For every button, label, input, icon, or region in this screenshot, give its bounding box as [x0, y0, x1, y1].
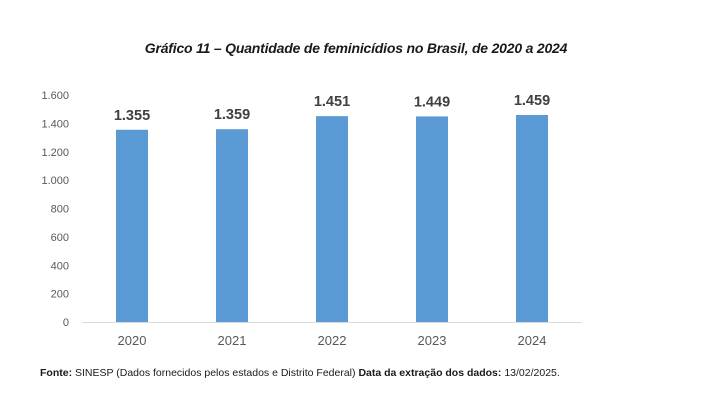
source-text: SINESP (Dados fornecidos pelos estados e… — [72, 367, 359, 379]
y-tick-label: 600 — [51, 232, 69, 244]
y-tick-label: 1.600 — [41, 90, 69, 102]
y-tick-label: 800 — [51, 204, 69, 216]
extraction-date-label: Data da extração dos dados: — [358, 367, 502, 379]
bar — [416, 116, 448, 322]
bar — [216, 129, 248, 322]
chart-title: Gráfico 11 – Quantidade de feminicídios … — [144, 40, 568, 56]
data-label: 1.449 — [414, 94, 450, 110]
x-tick-label: 2021 — [218, 333, 247, 348]
bar — [516, 115, 548, 323]
bar — [316, 116, 348, 322]
y-axis: 0 200 400 600 800 1.000 1.200 1.400 1.600 — [41, 90, 69, 329]
bars: 1.355 1.359 1.451 1.449 1.459 — [114, 93, 550, 323]
data-label: 1.451 — [314, 94, 350, 110]
data-label: 1.459 — [514, 93, 550, 109]
x-tick-label: 2020 — [118, 333, 147, 348]
y-tick-label: 1.200 — [41, 147, 69, 159]
x-tick-label: 2022 — [318, 333, 347, 348]
bar — [116, 129, 148, 322]
extraction-date-text: 13/02/2025. — [501, 367, 560, 379]
x-axis: 2020 2021 2022 2023 2024 — [118, 333, 547, 348]
source-note: Fonte: SINESP (Dados fornecidos pelos es… — [40, 367, 560, 379]
x-tick-label: 2023 — [418, 333, 447, 348]
x-tick-label: 2024 — [518, 333, 547, 348]
data-label: 1.355 — [114, 108, 150, 124]
y-tick-label: 1.000 — [41, 175, 69, 187]
data-label: 1.359 — [214, 107, 250, 123]
y-tick-label: 200 — [51, 289, 69, 301]
y-tick-label: 400 — [51, 260, 69, 272]
y-tick-label: 1.400 — [41, 118, 69, 130]
source-label: Fonte: — [40, 367, 73, 379]
y-tick-label: 0 — [63, 317, 69, 329]
